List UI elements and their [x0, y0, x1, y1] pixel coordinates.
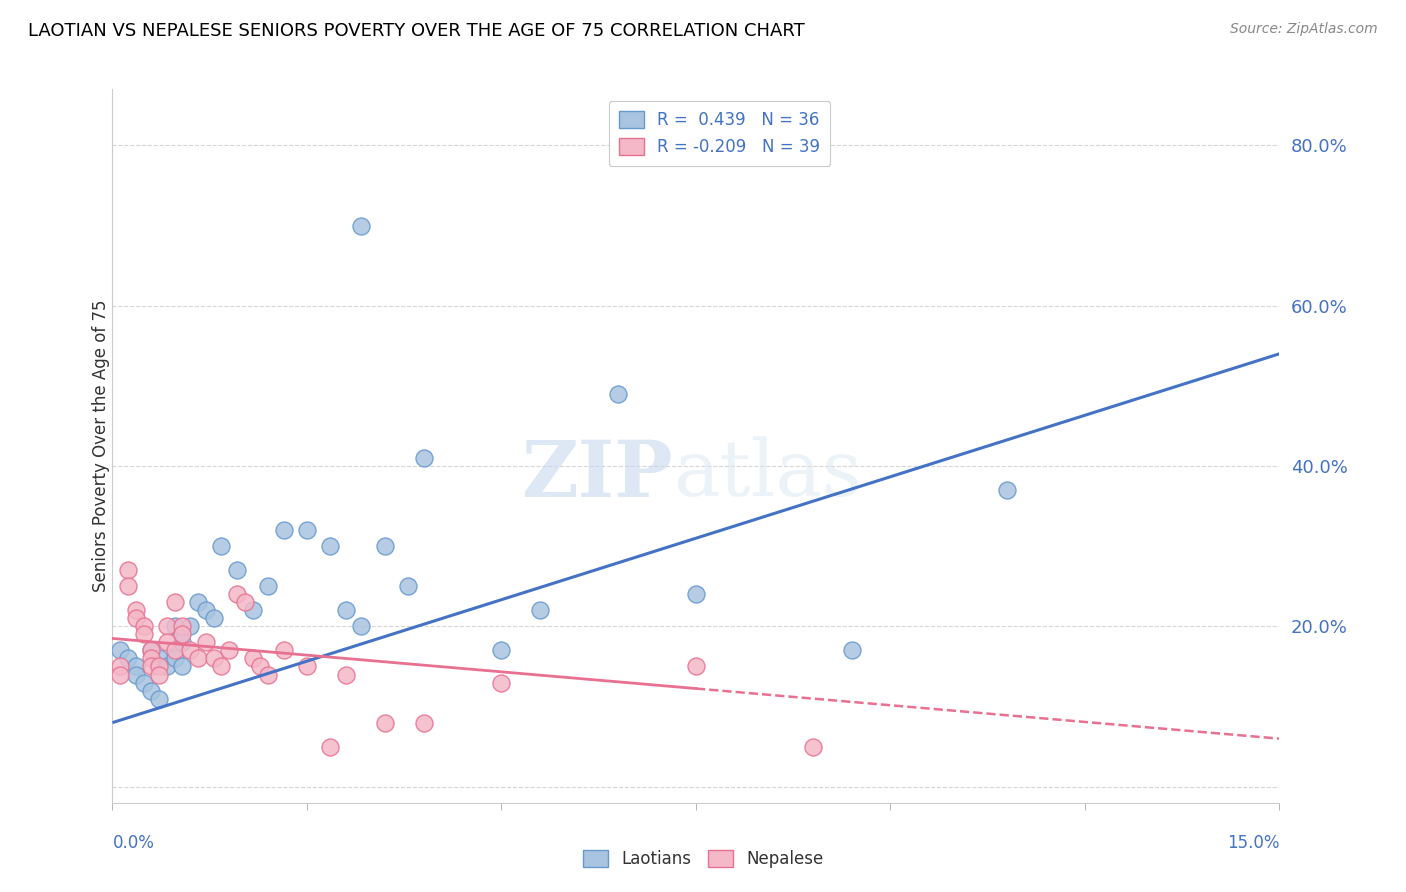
Text: 0.0%: 0.0%	[112, 834, 155, 852]
Point	[179, 619, 201, 633]
Point	[132, 627, 155, 641]
Point	[187, 651, 209, 665]
Point	[141, 643, 163, 657]
Point	[117, 579, 139, 593]
Text: ZIP: ZIP	[522, 436, 672, 513]
Point	[125, 667, 148, 681]
Point	[209, 659, 232, 673]
Point	[412, 450, 434, 465]
Point	[172, 659, 194, 673]
Point	[374, 715, 396, 730]
Point	[156, 619, 179, 633]
Point	[163, 643, 186, 657]
Point	[156, 659, 179, 673]
Point	[148, 651, 170, 665]
Point	[117, 563, 139, 577]
Point	[179, 643, 201, 657]
Point	[350, 619, 373, 633]
Point	[141, 659, 163, 673]
Point	[125, 611, 148, 625]
Point	[163, 595, 186, 609]
Point	[172, 635, 194, 649]
Legend: Laotians, Nepalese: Laotians, Nepalese	[576, 843, 830, 875]
Point	[148, 659, 170, 673]
Text: Source: ZipAtlas.com: Source: ZipAtlas.com	[1230, 22, 1378, 37]
Text: atlas: atlas	[672, 437, 862, 512]
Point	[226, 587, 249, 601]
Point	[257, 667, 280, 681]
Point	[156, 635, 179, 649]
Point	[110, 667, 132, 681]
Point	[110, 659, 132, 673]
Point	[233, 595, 256, 609]
Point	[148, 691, 170, 706]
Point	[202, 611, 225, 625]
Point	[226, 563, 249, 577]
Text: 15.0%: 15.0%	[1227, 834, 1279, 852]
Point	[172, 619, 194, 633]
Point	[117, 651, 139, 665]
Point	[374, 539, 396, 553]
Point	[141, 683, 163, 698]
Point	[141, 643, 163, 657]
Point	[412, 715, 434, 730]
Point	[995, 483, 1018, 497]
Point	[110, 643, 132, 657]
Point	[218, 643, 240, 657]
Point	[141, 651, 163, 665]
Point	[335, 603, 357, 617]
Point	[242, 603, 264, 617]
Point	[335, 667, 357, 681]
Point	[125, 603, 148, 617]
Point	[148, 667, 170, 681]
Point	[319, 739, 342, 754]
Y-axis label: Seniors Poverty Over the Age of 75: Seniors Poverty Over the Age of 75	[93, 300, 110, 592]
Point	[172, 627, 194, 641]
Point	[187, 595, 209, 609]
Point	[841, 643, 863, 657]
Point	[249, 659, 271, 673]
Point	[194, 603, 217, 617]
Point	[125, 659, 148, 673]
Point	[163, 619, 186, 633]
Point	[491, 675, 513, 690]
Point	[273, 523, 295, 537]
Legend: R =  0.439   N = 36, R = -0.209   N = 39: R = 0.439 N = 36, R = -0.209 N = 39	[609, 101, 830, 166]
Point	[132, 619, 155, 633]
Point	[202, 651, 225, 665]
Text: LAOTIAN VS NEPALESE SENIORS POVERTY OVER THE AGE OF 75 CORRELATION CHART: LAOTIAN VS NEPALESE SENIORS POVERTY OVER…	[28, 22, 804, 40]
Point	[350, 219, 373, 233]
Point	[685, 659, 707, 673]
Point	[607, 387, 630, 401]
Point	[163, 651, 186, 665]
Point	[194, 635, 217, 649]
Point	[273, 643, 295, 657]
Point	[319, 539, 342, 553]
Point	[242, 651, 264, 665]
Point	[257, 579, 280, 593]
Point	[209, 539, 232, 553]
Point	[295, 523, 318, 537]
Point	[491, 643, 513, 657]
Point	[396, 579, 419, 593]
Point	[801, 739, 824, 754]
Point	[685, 587, 707, 601]
Point	[132, 675, 155, 690]
Point	[295, 659, 318, 673]
Point	[529, 603, 551, 617]
